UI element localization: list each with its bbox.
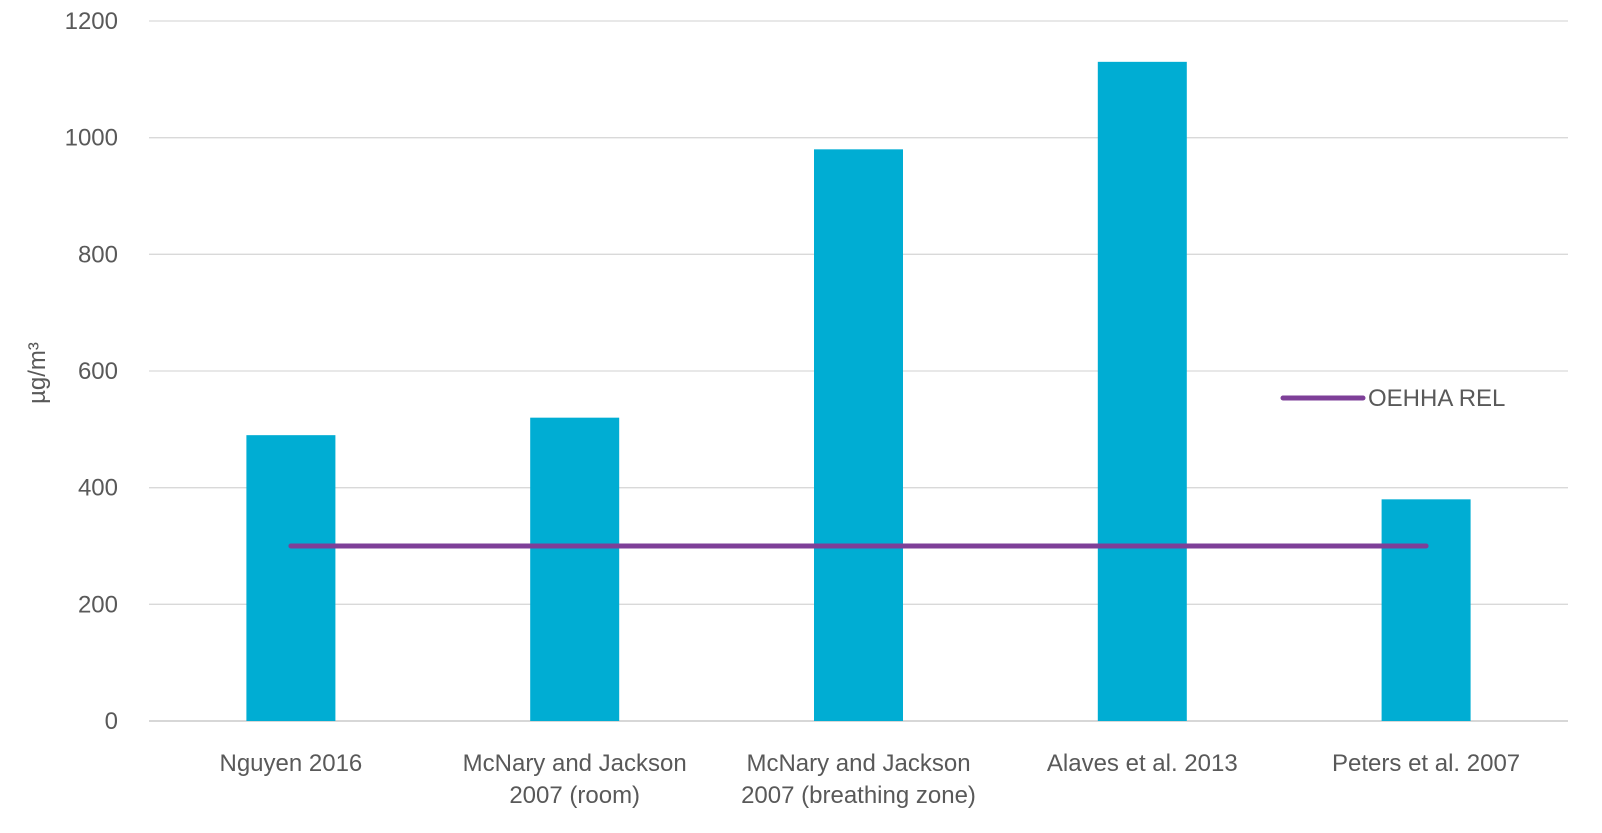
x-axis-category-labels: Nguyen 2016 McNary and Jackson 2007 (room)… [220,750,1521,809]
x-category-label: McNary and Jackson [463,750,687,777]
bar [1381,499,1471,721]
x-category-label: Alaves et al. 2013 [1047,750,1238,777]
y-tick-label: 1200 [65,8,118,35]
bar [814,149,903,722]
x-category-label: McNary and Jackson [746,750,970,777]
bar [1097,61,1187,722]
bar [246,435,336,721]
y-axis-tick-labels: 0 200 400 600 800 1000 1200 [65,8,118,735]
y-tick-label: 800 [78,241,118,268]
y-tick-label: 600 [78,358,118,385]
bar [530,417,620,721]
y-tick-label: 200 [78,591,118,618]
bar-series [246,61,1471,722]
x-category-label: Peters et al. 2007 [1332,750,1520,777]
x-category-label: 2007 (breathing zone) [741,782,976,809]
y-tick-label: 0 [105,708,118,735]
x-category-label: Nguyen 2016 [220,750,363,777]
y-tick-label: 400 [78,475,118,502]
legend-label-oehha-rel: OEHHA REL [1368,385,1505,412]
y-axis-title: µg/m³ [24,342,51,404]
legend: OEHHA REL [1280,385,1505,412]
x-category-label: 2007 (room) [509,782,640,809]
y-tick-label: 1000 [65,125,118,152]
